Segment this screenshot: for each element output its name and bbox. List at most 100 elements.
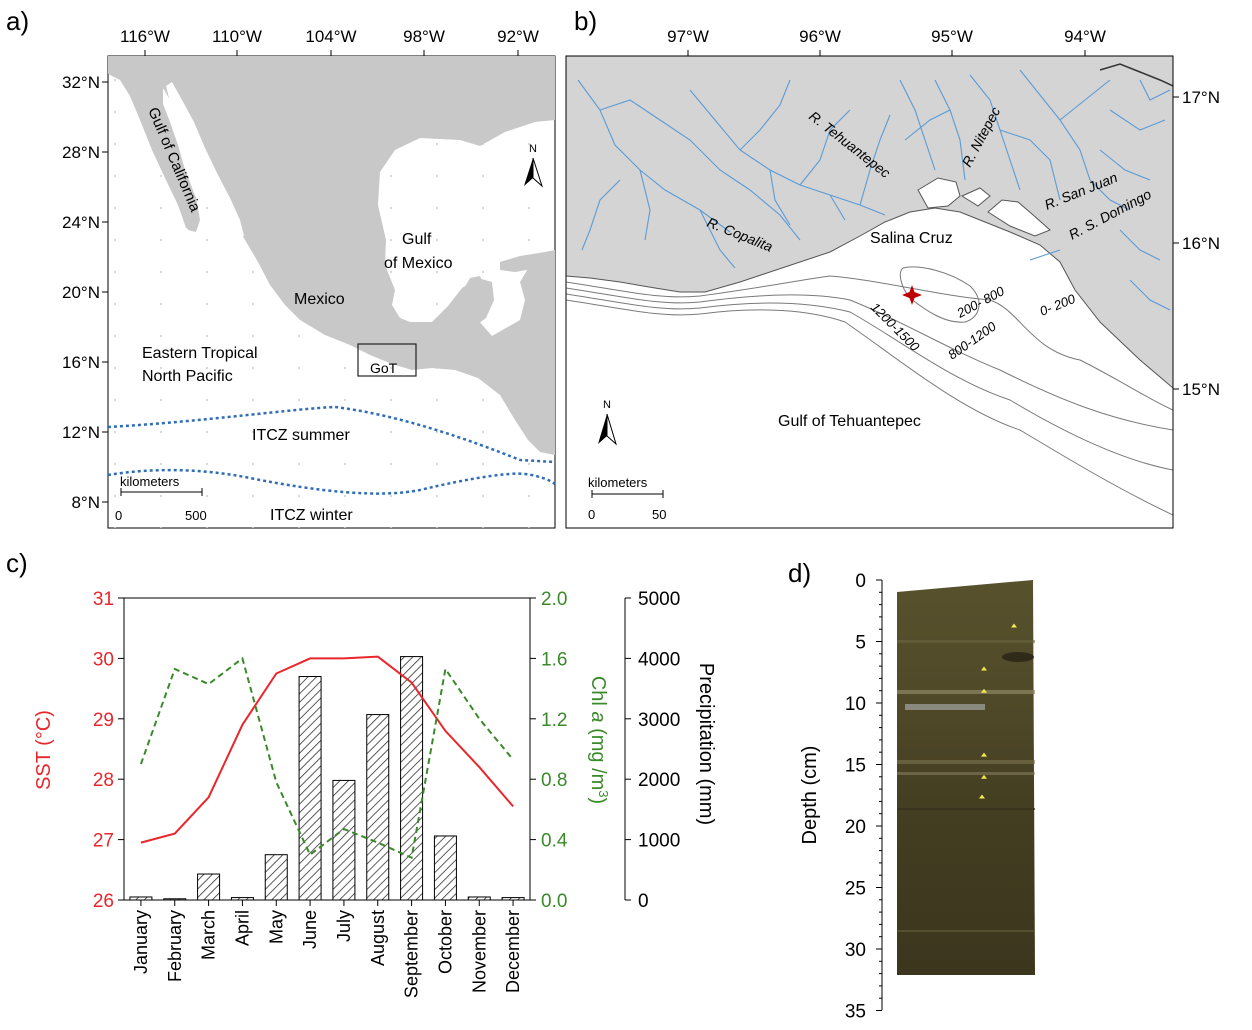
panel-c-chart: c) 26 27 28 29 30 31 0.0 0.4 0.8 1.2 1.6 2.0 0 1000… bbox=[6, 548, 717, 998]
lagoon-3 bbox=[987, 199, 1051, 237]
scale-b-start: 0 bbox=[588, 507, 595, 522]
scale-bar-b: kilometers 0 50 bbox=[588, 475, 666, 522]
depth-tick-4: 20 bbox=[845, 817, 866, 838]
precip-bar-0 bbox=[129, 896, 153, 901]
chl-title-part3: ) bbox=[587, 798, 609, 805]
precip-axis-ticks: 0 1000 2000 3000 4000 5000 bbox=[625, 589, 680, 912]
rivers bbox=[577, 69, 1171, 311]
panel-d-letter: d) bbox=[788, 558, 811, 588]
chl-line bbox=[139, 656, 514, 860]
precip-tick-1: 1000 bbox=[638, 831, 680, 852]
lagoon-1 bbox=[917, 177, 961, 209]
label-mexico: Mexico bbox=[294, 291, 345, 308]
panel-c-plot-frame bbox=[123, 597, 531, 901]
lat-tick-a-0: 32°N bbox=[62, 73, 100, 92]
north-arrow-a-label: N bbox=[529, 143, 537, 155]
north-arrow-a: N bbox=[524, 143, 544, 188]
precip-bars bbox=[129, 656, 525, 901]
panel-b-frame bbox=[565, 55, 1174, 529]
sst-line bbox=[140, 655, 514, 844]
land-oaxaca bbox=[566, 56, 1173, 389]
chl-tick-4: 1.6 bbox=[541, 649, 567, 670]
depth-axis-ticks: 0 5 10 15 20 25 30 35 bbox=[845, 571, 882, 1023]
chl-axis-title: Chl a (mg /m3) bbox=[587, 676, 612, 804]
label-gulf-of-mexico-2: of Mexico bbox=[384, 255, 453, 272]
core-marker-4 bbox=[981, 774, 987, 779]
precip-bar-4 bbox=[264, 854, 288, 901]
lat-tick-b-1: 16°N bbox=[1182, 234, 1220, 253]
month-label-5: June bbox=[300, 910, 320, 949]
core-marker-3 bbox=[981, 752, 987, 757]
chl-tick-5: 2.0 bbox=[541, 589, 567, 610]
scale-a-start: 0 bbox=[115, 508, 122, 523]
lat-tick-a-6: 8°N bbox=[71, 493, 100, 512]
lon-tick-b-1: 96°W bbox=[799, 27, 841, 46]
month-labels: January February March April May June July Augu… bbox=[131, 900, 523, 998]
month-label-6: July bbox=[334, 910, 354, 942]
chl-title-a: a bbox=[587, 711, 609, 722]
scale-bar-a: kilometers 0 500 bbox=[115, 474, 207, 523]
core-marker-2 bbox=[981, 688, 987, 693]
panel-a-lon-ticks: 116°W 110°W 104°W 98°W 92°W bbox=[120, 27, 539, 56]
land-cuba bbox=[500, 250, 555, 272]
scale-b-title: kilometers bbox=[588, 475, 648, 490]
itcz-winter-line bbox=[107, 468, 556, 495]
water-gulf-of-california bbox=[166, 82, 244, 238]
depth-tick-6: 30 bbox=[845, 940, 866, 961]
chl-tick-0: 0.0 bbox=[541, 891, 567, 912]
precip-bar-10 bbox=[467, 896, 491, 901]
precip-axis-title: Precipitation (mm) bbox=[695, 663, 717, 825]
month-label-8: September bbox=[402, 910, 422, 998]
panel-b-lat-ticks: 17°N 16°N 15°N bbox=[1173, 88, 1220, 399]
chl-tick-1: 0.4 bbox=[541, 831, 568, 852]
isobaths bbox=[566, 266, 1173, 516]
precip-tick-5: 5000 bbox=[638, 589, 680, 610]
precip-tick-4: 4000 bbox=[638, 649, 680, 670]
sst-tick-2: 28 bbox=[93, 770, 114, 791]
core-marker-5 bbox=[979, 794, 985, 799]
depth-tick-1: 5 bbox=[855, 633, 866, 654]
lat-tick-a-2: 24°N bbox=[62, 213, 100, 232]
precip-bar-2 bbox=[197, 873, 221, 901]
land-north-america bbox=[108, 56, 555, 455]
lon-tick-b-2: 95°W bbox=[931, 27, 973, 46]
sst-axis-ticks: 26 27 28 29 30 31 bbox=[93, 589, 124, 912]
precip-bar-11 bbox=[501, 897, 525, 901]
precip-tick-2: 2000 bbox=[638, 770, 680, 791]
label-gulf-of-mexico-1: Gulf bbox=[402, 231, 432, 248]
itcz-summer-line bbox=[107, 405, 556, 464]
lon-tick-a-4: 92°W bbox=[497, 27, 539, 46]
precip-bar-9 bbox=[433, 835, 457, 901]
lagoon-2 bbox=[960, 187, 991, 207]
sst-tick-1: 27 bbox=[93, 831, 114, 852]
lon-tick-a-2: 104°W bbox=[305, 27, 356, 46]
core-photo bbox=[897, 580, 1035, 975]
panel-c-letter: c) bbox=[6, 548, 28, 578]
chl-title-part1: Chl bbox=[587, 676, 609, 712]
scale-a-end: 500 bbox=[185, 508, 207, 523]
lat-tick-b-0: 17°N bbox=[1182, 88, 1220, 107]
got-label: GoT bbox=[370, 360, 398, 376]
depth-tick-5: 25 bbox=[845, 879, 866, 900]
lat-tick-a-3: 20°N bbox=[62, 283, 100, 302]
sst-tick-3: 29 bbox=[93, 710, 114, 731]
depth-tick-7: 35 bbox=[845, 1002, 866, 1023]
month-label-7: August bbox=[368, 910, 388, 966]
lon-tick-a-1: 110°W bbox=[212, 27, 262, 46]
scale-a-title: kilometers bbox=[120, 474, 180, 489]
panel-a-lat-ticks: 32°N 28°N 24°N 20°N 16°N 12°N 8°N bbox=[62, 73, 108, 512]
month-label-9: October bbox=[435, 910, 455, 974]
north-arrow-b-label: N bbox=[603, 399, 611, 411]
panel-b-lon-ticks: 97°W 96°W 95°W 94°W bbox=[667, 27, 1106, 56]
sst-tick-4: 30 bbox=[93, 649, 114, 670]
core-layers bbox=[897, 640, 1035, 932]
panel-a-map: a) GoT Gulf of California Gulf of Mexico… bbox=[6, 6, 556, 529]
month-label-2: March bbox=[199, 910, 219, 960]
lat-tick-b-2: 15°N bbox=[1182, 380, 1220, 399]
precip-tick-3: 3000 bbox=[638, 710, 680, 731]
lon-tick-a-0: 116°W bbox=[120, 27, 170, 46]
depth-tick-0: 0 bbox=[855, 571, 866, 592]
core-markers bbox=[979, 623, 1017, 799]
month-label-11: December bbox=[503, 910, 523, 993]
